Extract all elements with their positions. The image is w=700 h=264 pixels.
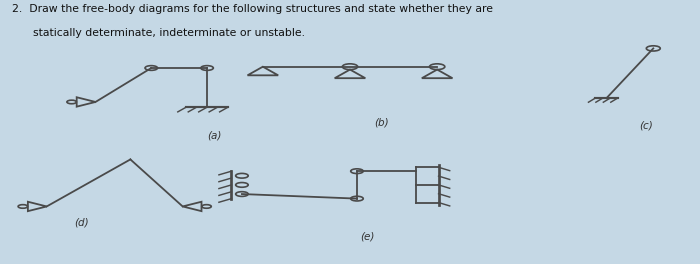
Text: (e): (e) <box>360 232 374 242</box>
Text: statically determinate, indeterminate or unstable.: statically determinate, indeterminate or… <box>33 27 304 37</box>
Text: (b): (b) <box>374 118 388 128</box>
Text: (c): (c) <box>639 120 653 130</box>
Text: 2.  Draw the free-body diagrams for the following structures and state whether t: 2. Draw the free-body diagrams for the f… <box>12 4 493 14</box>
Text: (a): (a) <box>207 131 221 141</box>
Text: (d): (d) <box>74 217 89 227</box>
